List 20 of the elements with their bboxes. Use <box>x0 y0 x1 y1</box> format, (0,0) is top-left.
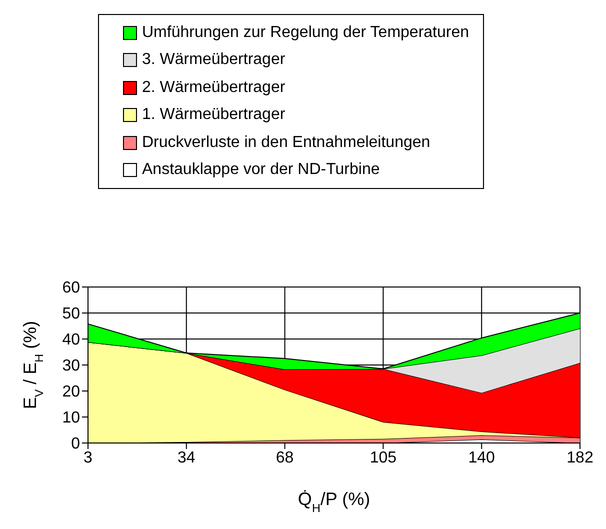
y-tick-label: 60 <box>62 280 80 297</box>
legend-label: 1. Wärmeübertrager <box>142 106 286 124</box>
y-tick-label: 30 <box>62 358 80 375</box>
x-axis-title: Q̇$_{H}$/P (%) <box>298 489 370 514</box>
x-tick-label: 105 <box>370 449 397 466</box>
legend-label: Druckverluste in den Entnahmeleitungen <box>142 134 430 152</box>
y-tick-label: 40 <box>62 332 80 349</box>
x-tick-label: 68 <box>276 449 294 466</box>
legend-label: Anstauklappe vor der ND-Turbine <box>142 161 380 180</box>
x-tick-label: 182 <box>566 449 594 466</box>
legend-label: Umführungen zur Regelung der Temperaturen <box>142 24 470 42</box>
y-tick-label: 10 <box>62 410 80 427</box>
legend-label: 2. Wärmeübertrager <box>142 78 286 97</box>
x-tick-label: 3 <box>84 449 93 466</box>
legend-label: 3. Wärmeübertrager <box>142 51 286 70</box>
y-tick-label: 0 <box>71 436 80 453</box>
y-tick-label: 50 <box>62 306 80 323</box>
x-tick-label: 140 <box>468 449 496 466</box>
y-tick-label: 20 <box>62 384 80 401</box>
x-tick-label: 34 <box>178 449 196 466</box>
